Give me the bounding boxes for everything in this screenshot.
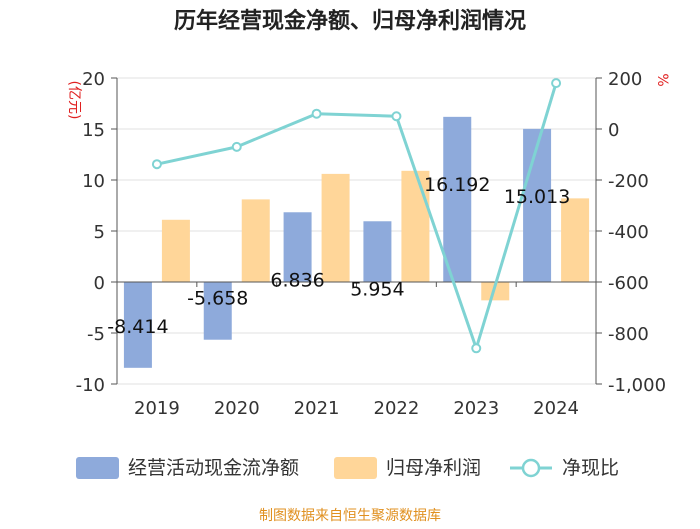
bar-net-profit-2022	[401, 170, 430, 282]
x-tick-label-2021: 2021	[294, 398, 340, 419]
x-tick-label-2022: 2022	[374, 398, 420, 419]
left-tick-label: 10	[82, 171, 105, 192]
ratio-line	[156, 82, 558, 350]
bar-cash-flow-2019	[123, 282, 152, 368]
right-axis-unit: %	[654, 73, 670, 86]
legend-label-cash-flow: 经营活动现金流净额	[128, 457, 299, 479]
left-tick-label: 20	[82, 69, 105, 90]
left-tick-label: -10	[76, 375, 105, 396]
bars	[123, 116, 590, 368]
source-note: 制图数据来自恒生聚源数据库	[259, 508, 441, 524]
ratio-point-2021	[311, 108, 322, 119]
right-tick-label: -800	[608, 324, 649, 345]
x-tick-label-2024: 2024	[533, 398, 579, 419]
ratio-line-group	[151, 78, 562, 354]
right-tick-label: 200	[608, 69, 642, 90]
ratio-point-2019	[151, 159, 162, 170]
bar-net-profit-2019	[161, 219, 190, 282]
ratio-point-2020	[231, 141, 242, 152]
axes	[111, 77, 602, 385]
bar-cash-flow-2023	[443, 116, 472, 282]
bar-cash-flow-2020	[203, 282, 232, 340]
bar-net-profit-2021	[321, 173, 350, 282]
x-tick-label-2020: 2020	[214, 398, 260, 419]
right-tick-label: -400	[608, 222, 649, 243]
legend-swatch-net-profit	[334, 457, 377, 479]
right-tick-label: -600	[608, 273, 649, 294]
bar-cash-flow-2021	[283, 212, 312, 282]
data-label-cash-flow-2021: 6.836	[270, 269, 324, 291]
legend-label-ratio: 净现比	[562, 457, 619, 479]
data-label-cash-flow-2020: -5.658	[187, 288, 248, 310]
data-label-cash-flow-2023: 16.192	[424, 174, 490, 196]
data-labels: -8.414 -5.658 6.836 5.954 16.192 15.013	[107, 174, 570, 338]
ratio-point-2024	[551, 78, 562, 89]
chart-title: 历年经营现金净额、归母净利润情况	[174, 8, 526, 34]
data-label-cash-flow-2022: 5.954	[350, 278, 404, 300]
left-axis-unit: (亿元)	[66, 81, 82, 120]
left-tick-label: -5	[87, 324, 105, 345]
data-label-cash-flow-2019: -8.414	[107, 316, 168, 338]
legend: 经营活动现金流净额 归母净利润 净现比	[76, 457, 619, 479]
bar-cash-flow-2024	[523, 128, 552, 282]
left-tick-label: 15	[82, 120, 105, 141]
legend-label-net-profit: 归母净利润	[386, 457, 481, 479]
ratio-point-2022	[391, 111, 402, 122]
legend-marker-ratio	[521, 458, 541, 478]
bar-cash-flow-2022	[363, 221, 392, 282]
left-tick-label: 5	[94, 222, 105, 243]
legend-swatch-cash-flow	[76, 457, 119, 479]
ratio-point-2023	[471, 343, 482, 354]
bar-net-profit-2020	[241, 199, 270, 282]
left-tick-label: 0	[94, 273, 105, 294]
data-label-cash-flow-2024: 15.013	[504, 186, 570, 208]
x-tick-label-2023: 2023	[453, 398, 499, 419]
right-tick-label: -1,000	[608, 375, 666, 396]
right-tick-label: 0	[608, 120, 619, 141]
bar-net-profit-2024	[561, 198, 590, 282]
tick-labels: -10 -5 0 5 10 15 20 -1,000 -800 -600 -400 -200 0 200 2…	[76, 69, 666, 419]
x-tick-label-2019: 2019	[134, 398, 180, 419]
right-tick-label: -200	[608, 171, 649, 192]
bar-net-profit-2023	[481, 282, 510, 301]
